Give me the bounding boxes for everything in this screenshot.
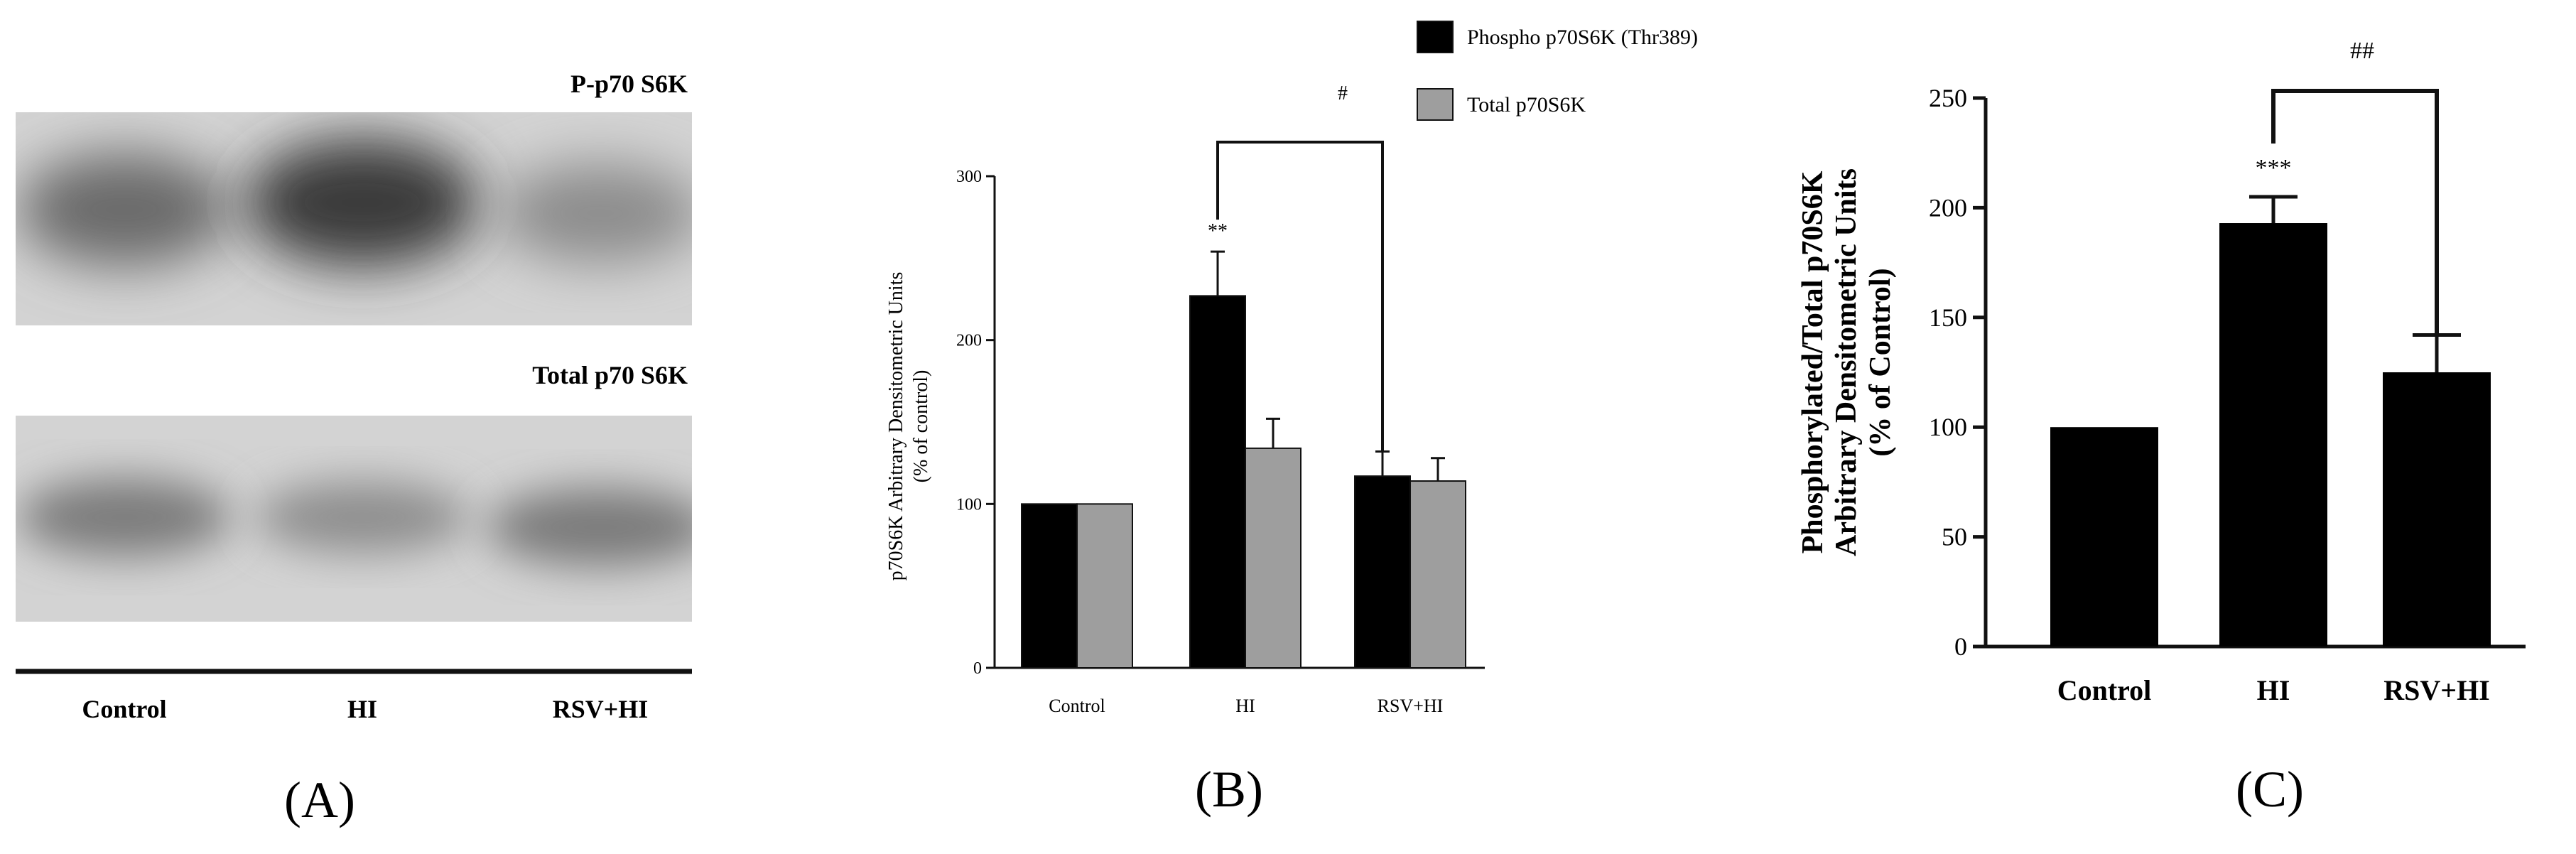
bar [2050,427,2158,647]
x-tick-label: Control [2057,674,2152,706]
panel-c-label: (C) [2236,761,2304,818]
blot-band-control-bottom [18,478,231,556]
bar [1021,503,1078,669]
lane-label-rsvhi: RSV+HI [553,695,649,723]
panel-b-chart: Phospho p70S6K (Thr389) Total p70S6K 0 100… [885,21,1698,818]
legend-swatch [1417,88,1454,121]
comparison-marker: # [1338,82,1348,104]
comparison-marker: ## [2350,38,2374,64]
y-axis-label: p70S6K Arbitrary Densitometric Units [885,272,907,581]
y-tick-label: 0 [1954,632,1967,661]
comparison-bracket [1216,141,1384,452]
comparison-bracket [2271,89,2439,335]
panel-c-chart: 0 50 100 150 200 250 Phosphorylated/Total p70S… [1797,38,2526,818]
blot-bottom-image [16,416,692,622]
lane-label-control: Control [82,695,166,723]
bar [1245,447,1301,669]
blot-band-rsvhi-bottom [487,488,692,566]
legend-label: Phospho p70S6K (Thr389) [1467,26,1698,49]
significance-marker: *** [2256,155,2292,181]
blot-band-rsvhi-top [497,163,692,263]
bar [1409,480,1466,669]
y-tick-label: 50 [1942,523,1967,551]
x-tick-label: HI [1235,696,1255,716]
bar [2219,223,2327,647]
y-axis-label-unit: (% of control) [910,370,932,483]
legend-label: Total p70S6K [1467,93,1586,117]
y-tick-label: 100 [956,495,982,514]
x-tick-label: HI [2257,674,2290,706]
y-axis-label: Phosphorylated/Total p70S6K [1797,171,1829,553]
y-tick-label: 0 [973,659,982,678]
x-tick-label: RSV+HI [2383,674,2490,706]
x-tick-label: Control [1049,696,1105,716]
y-tick-label: 100 [1929,413,1967,441]
panel-b-label: (B) [1195,761,1263,818]
legend: Phospho p70S6K (Thr389) Total p70S6K [1417,21,1698,121]
y-tick-label: 200 [956,332,982,350]
bar [1354,475,1411,669]
y-axis-label: (% of Control) [1864,268,1897,456]
panel-a: P-p70 S6K Total p70 S6K Control HI RSV+H… [16,70,692,828]
bar [1076,503,1133,669]
blot-band-control-top [18,153,231,266]
significance-marker: ** [1208,220,1228,242]
blot-top-label: P-p70 S6K [570,70,688,98]
bar [2383,372,2491,647]
lane-label-hi: HI [347,695,377,723]
panel-a-label: (A) [284,772,355,828]
blot-bottom-label: Total p70 S6K [532,361,688,389]
legend-swatch [1417,21,1454,53]
y-tick-label: 200 [1929,193,1967,222]
y-tick-label: 250 [1929,84,1967,112]
bar [1189,295,1246,669]
x-tick-label: RSV+HI [1378,696,1444,716]
y-tick-label: 150 [1929,303,1967,332]
blot-band-hi-bottom [256,482,469,553]
y-tick-label: 300 [956,168,982,186]
blot-top-image [16,112,692,325]
blot-band-hi-top [245,139,480,266]
y-axis-label: Arbitrary Densitometric Units [1830,168,1863,556]
